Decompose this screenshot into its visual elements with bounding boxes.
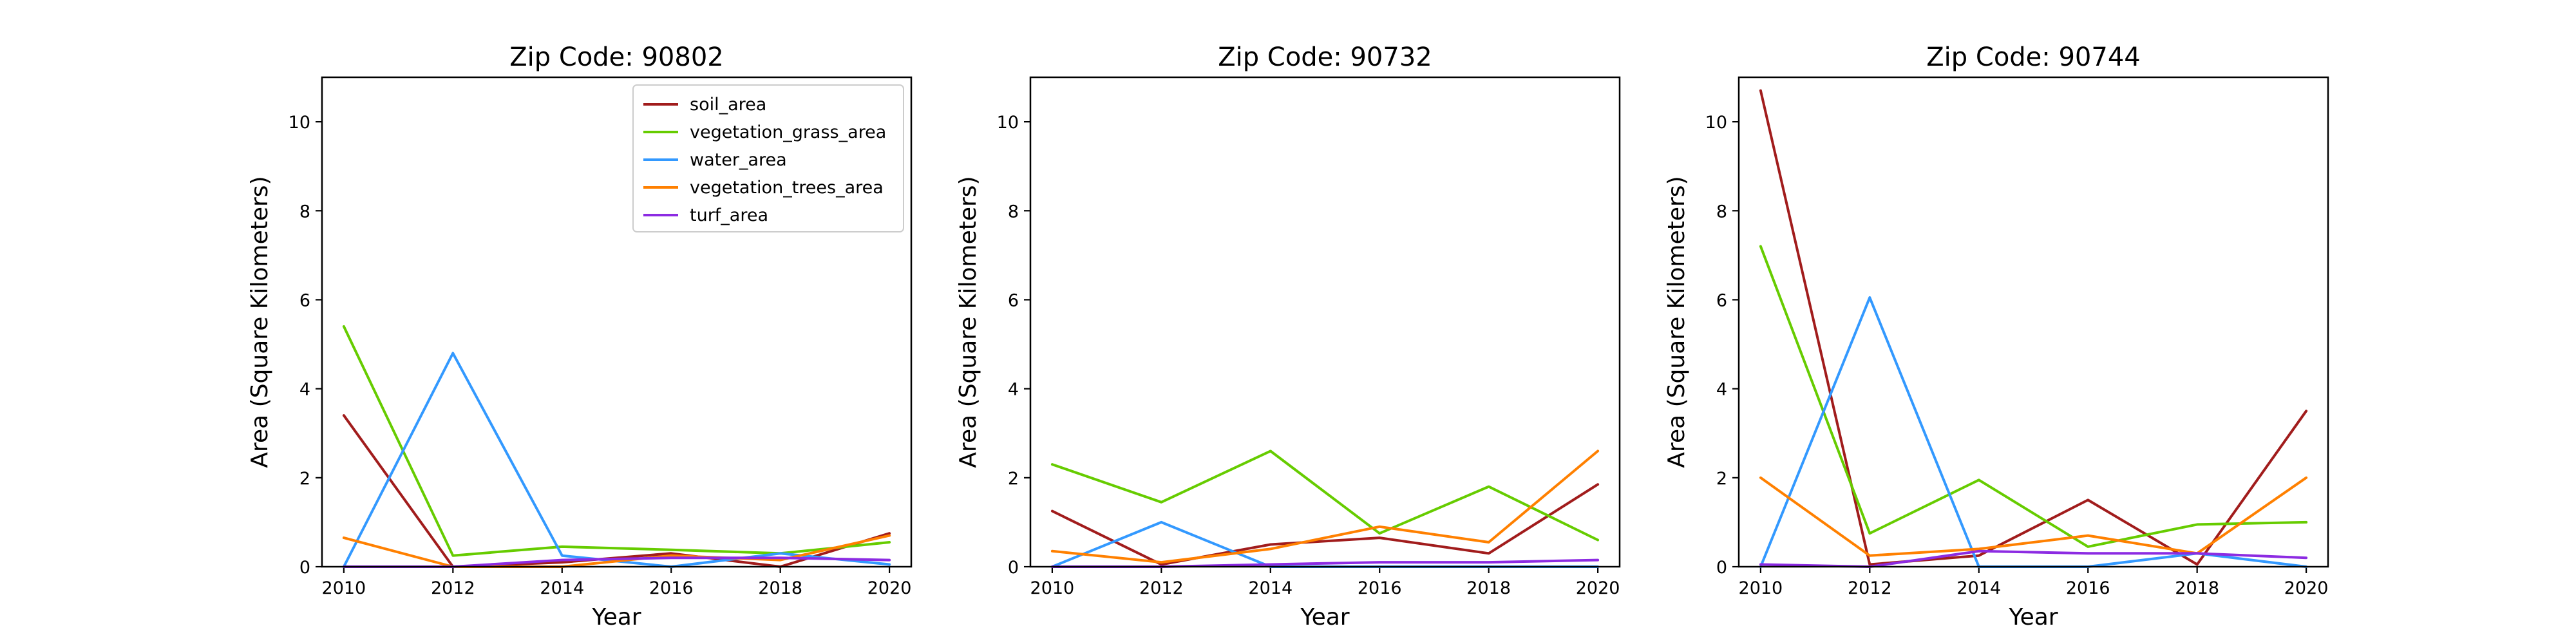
legend-entry: vegetation_trees_area <box>690 178 884 198</box>
chart-title: Zip Code: 90802 <box>509 43 723 72</box>
y-tick-label: 6 <box>299 290 310 310</box>
subplot-2: Zip Code: 90732 2010 2012 2014 2016 2018 2020 0… <box>955 43 1621 630</box>
x-tick-label: 2014 <box>1956 578 2001 598</box>
x-tick-label: 2012 <box>431 578 475 598</box>
series-line-vegetation-trees-area <box>1759 476 2308 557</box>
y-tick-label: 4 <box>1716 380 1727 400</box>
x-tick-label: 2012 <box>1139 578 1184 598</box>
series-line-vegetation-grass-area <box>342 325 891 557</box>
legend-entry: water_area <box>690 150 787 170</box>
series-line-vegetation-trees-area <box>342 534 891 568</box>
y-tick-label: 0 <box>1716 558 1727 578</box>
plot-frame <box>1738 76 2329 568</box>
y-tick-label: 8 <box>299 202 310 222</box>
y-tick-label: 10 <box>289 113 310 133</box>
series-line-vegetation-trees-area <box>1050 450 1600 564</box>
x-tick-label: 2018 <box>1466 578 1511 598</box>
y-tick-label: 8 <box>1716 202 1727 222</box>
x-tick-label: 2010 <box>1030 578 1075 598</box>
y-tick-label: 8 <box>1008 202 1019 222</box>
x-tick-label: 2014 <box>1248 578 1293 598</box>
legend-entry: soil_area <box>690 95 766 115</box>
y-tick-label: 2 <box>1716 469 1727 489</box>
x-tick-label: 2010 <box>1739 578 1783 598</box>
y-axis-label: Area (Square Kilometers) <box>955 176 981 468</box>
subplot-3: Zip Code: 90744 2010 2012 2014 2016 2018 2020 0… <box>1663 43 2329 630</box>
plot-frame <box>1029 76 1621 568</box>
x-axis-label: Year <box>2008 604 2058 630</box>
y-axis-label: Area (Square Kilometers) <box>1663 176 1690 468</box>
x-axis-label: Year <box>591 604 641 630</box>
y-axis-label: Area (Square Kilometers) <box>247 176 273 468</box>
chart-title: Zip Code: 90744 <box>1926 43 2140 72</box>
x-tick-label: 2020 <box>2284 578 2329 598</box>
y-tick-label: 0 <box>1008 558 1019 578</box>
series-line-vegetation-grass-area <box>1759 245 2308 548</box>
y-tick-label: 0 <box>299 558 310 578</box>
x-tick-label: 2010 <box>322 578 366 598</box>
subplot-1: Zip Code: 90802 2010 2012 2014 2016 2018 2020 0… <box>247 43 913 630</box>
y-tick-label: 10 <box>997 113 1019 133</box>
chart-title: Zip Code: 90732 <box>1218 43 1432 72</box>
plot-frame <box>321 76 913 568</box>
x-tick-label: 2016 <box>649 578 694 598</box>
y-tick-label: 2 <box>1008 469 1019 489</box>
y-tick-label: 2 <box>299 469 310 489</box>
x-tick-label: 2014 <box>540 578 584 598</box>
legend-entry: vegetation_grass_area <box>690 122 886 142</box>
y-tick-label: 4 <box>299 380 310 400</box>
y-tick-label: 6 <box>1716 290 1727 310</box>
series-line-soil-area <box>1050 483 1600 566</box>
x-tick-label: 2020 <box>1576 578 1620 598</box>
legend: soil_area vegetation_grass_area water_area… <box>632 84 904 232</box>
x-tick-label: 2020 <box>867 578 912 598</box>
x-tick-label: 2016 <box>1358 578 1402 598</box>
legend-entry: turf_area <box>690 205 768 225</box>
legend-box <box>632 84 904 232</box>
x-axis-label: Year <box>1300 604 1349 630</box>
series-line-vegetation-grass-area <box>1050 450 1600 542</box>
x-tick-label: 2016 <box>2066 578 2110 598</box>
y-tick-label: 4 <box>1008 380 1019 400</box>
y-tick-label: 10 <box>1705 113 1727 133</box>
x-tick-label: 2018 <box>758 578 802 598</box>
x-tick-label: 2018 <box>2175 578 2219 598</box>
y-tick-label: 6 <box>1008 290 1019 310</box>
x-tick-label: 2012 <box>1848 578 1892 598</box>
